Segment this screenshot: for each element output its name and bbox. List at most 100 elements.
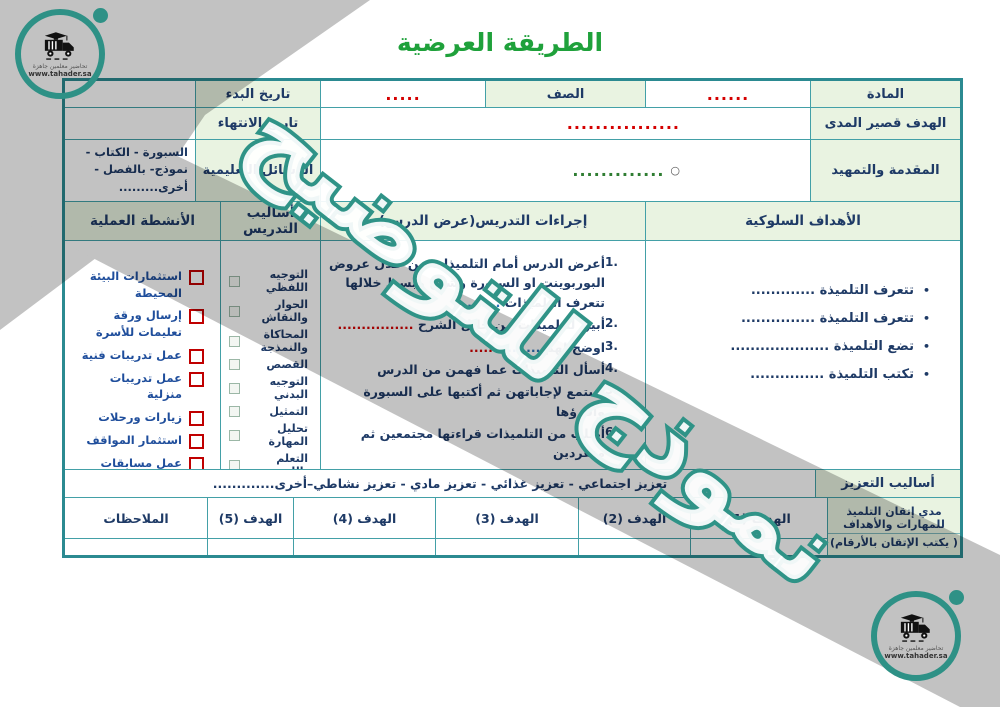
activity-checkbox-icon — [189, 411, 204, 427]
subject-label: المادة — [810, 81, 960, 107]
lesson-plan-table: المادة ...... الصف ..... تاريخ البدء اله… — [62, 78, 963, 558]
method-label: تحليل المهارة — [268, 422, 309, 448]
activity-label: عمل مسابقات — [100, 456, 182, 469]
row-section-headers: الأهداف السلوكية إجراءات التدريس(عرض الد… — [65, 202, 960, 241]
activity-checkbox-icon — [189, 309, 204, 325]
procedure-dots-blue: .......... — [452, 294, 501, 310]
activities-list: استثمارات البيئة المحيطة إرسال ورقة تعلي… — [65, 241, 220, 469]
activity-item: استثمار المواقف — [71, 432, 204, 450]
method-item: تحليل المهارة — [229, 422, 308, 448]
logo-dot-icon — [949, 590, 964, 605]
class-value: ..... — [320, 81, 485, 107]
activity-label: إرسال ورقة تعليمات للأسرة — [95, 308, 182, 340]
method-item: القصص — [229, 358, 308, 371]
goal-1-value — [690, 539, 827, 555]
aids-value: السبورة - الكتاب - نموذج- بالفصل - أخرى.… — [65, 140, 195, 201]
method-checkbox-icon — [229, 429, 240, 441]
activity-checkbox-icon — [189, 434, 204, 450]
method-label: التمثيل — [269, 405, 308, 418]
end-date-value — [65, 108, 195, 139]
activity-label: زيارات ورحلات — [98, 410, 182, 425]
logo-ring: تحاضير معلمين جاهزة www.tahader.sa — [871, 591, 961, 681]
goal-5-value — [207, 539, 293, 555]
mastery-goals-header: الهدف (1) الهدف (2) الهدف (3) الهدف (4) … — [65, 498, 827, 539]
method-checkbox-icon — [229, 275, 240, 287]
activity-item: عمل مسابقات — [71, 455, 204, 469]
brand-logo-bottom-right: تحاضير معلمين جاهزة www.tahader.sa — [868, 588, 964, 684]
mastery-label-line1: مدي إتقان التلميذ — [846, 504, 942, 518]
activity-label: عمل تدريبات فنية — [81, 347, 182, 362]
row-reinforcement: أساليب التعزيز تعزيز اجتماعي - تعزيز غذا… — [65, 470, 960, 498]
goal-2-header: الهدف (2) — [578, 498, 690, 538]
activities-cell: استثمارات البيئة المحيطة إرسال ورقة تعلي… — [65, 241, 220, 469]
method-checkbox-icon — [229, 335, 240, 347]
procedure-item: 1. أعرض الدرس أمام التلميذات من خلال عرو… — [329, 254, 629, 312]
activity-label: استثمار المواقف — [86, 433, 182, 448]
methods-list: التوجيه اللفظي الحوار والنقاش المحاكاة و… — [221, 241, 320, 469]
objectives-cell: تتعرف التلميذة ............. تتعرف التلمي… — [645, 241, 960, 469]
procedure-number: 6. — [605, 425, 618, 439]
activity-item: إرسال ورقة تعليمات للأسرة — [71, 307, 204, 340]
brand-logo-top-left: تحاضير معلمين جاهزة www.tahader.sa — [12, 6, 108, 102]
activity-item: عمل تدريبات فنية — [71, 347, 204, 364]
activity-checkbox-icon — [189, 348, 204, 364]
method-item: التوجيه اللفظي — [229, 268, 308, 294]
procedure-number: 5. — [605, 383, 618, 398]
mastery-values-row — [65, 539, 827, 555]
method-label: الحوار والنقاش — [261, 298, 308, 324]
method-item: التوجيه البدني — [229, 375, 308, 401]
activity-item: زيارات ورحلات — [71, 409, 204, 427]
row-section-content: تتعرف التلميذة ............. تتعرف التلمي… — [65, 241, 960, 470]
method-label: التوجيه اللفظي — [265, 268, 308, 294]
aids-label: الوسائل التعليمية — [195, 140, 320, 201]
row-subject-class-startdate: المادة ...... الصف ..... تاريخ البدء — [65, 81, 960, 108]
method-label: التوجيه البدني — [269, 375, 308, 401]
activity-item: استثمارات البيئة المحيطة — [71, 268, 204, 301]
subject-value: ...... — [645, 81, 810, 107]
goal-1-header: الهدف (1) — [690, 498, 827, 538]
logo-url: www.tahader.sa — [28, 70, 92, 78]
method-label: القصص — [266, 358, 308, 371]
activity-checkbox-icon — [189, 457, 204, 469]
procedures-header: إجراءات التدريس(عرض الدرس) — [320, 202, 645, 240]
goal-5-header: الهدف (5) — [207, 498, 293, 538]
goal-3-header: الهدف (3) — [435, 498, 578, 538]
objectives-list: تتعرف التلميذة ............. تتعرف التلمي… — [646, 241, 960, 395]
truck-graduation-icon — [44, 32, 74, 60]
mastery-label-line2: للمهارات والأهداف — [843, 517, 945, 531]
activities-header: الأنشطة العملية — [65, 202, 220, 240]
method-checkbox-icon — [229, 305, 240, 317]
logo-tagline: تحاضير معلمين جاهزة — [32, 63, 88, 70]
method-label: التعلم باللعب — [273, 452, 308, 469]
procedure-item: 5. أستمع لإجاباتهن ثم أكتبها على السبورة… — [329, 382, 629, 421]
row-mastery: مدي إتقان التلميذ للمهارات والأهداف ( يك… — [65, 498, 960, 555]
procedure-dots-red: ........ — [469, 339, 508, 355]
procedures-cell: 1. أعرض الدرس أمام التلميذات من خلال عرو… — [320, 241, 645, 469]
logo-dot-icon — [93, 8, 108, 23]
procedure-text: أعرض الدرس أمام التلميذات من خلال عروض ا… — [328, 256, 605, 310]
procedure-text: أستمع لإجاباتهن ثم أكتبها على السبورة وأ… — [363, 384, 605, 419]
procedure-number: 2. — [605, 316, 618, 331]
method-item: المحاكاة والنمذجة — [229, 328, 308, 354]
procedure-text: أسأل التلميذات عما فهمن من الدرس — [377, 361, 605, 377]
activity-checkbox-icon — [189, 371, 204, 387]
procedure-item: 2. أبين للتلميذات من خلال الشرح ........… — [329, 315, 629, 334]
short-goal-label: الهدف قصير المدى — [810, 108, 960, 139]
method-checkbox-icon — [229, 359, 240, 370]
procedure-number: 1. — [605, 255, 618, 269]
row-intro-aids: المقدمة والتمهيد ○ ............. الوسائل… — [65, 140, 960, 202]
procedure-item: 4. أسأل التلميذات عما فهمن من الدرس — [329, 360, 629, 379]
objective-item: تضع التلميذة .................... — [652, 339, 930, 354]
notes-value — [65, 539, 207, 555]
notes-header: الملاحظات — [103, 510, 169, 526]
mastery-label-line3: ( يكتب الإتقان بالأرقام) — [828, 532, 960, 549]
logo-url: www.tahader.sa — [884, 652, 948, 660]
mastery-grid: الهدف (1) الهدف (2) الهدف (3) الهدف (4) … — [65, 498, 827, 555]
intro-circle-mark: ○ — [670, 164, 680, 177]
reinforcement-label: أساليب التعزيز — [815, 470, 960, 497]
logo-ring: تحاضير معلمين جاهزة www.tahader.sa — [15, 9, 105, 99]
method-checkbox-icon — [229, 459, 240, 469]
activity-label: استثمارات البيئة المحيطة — [89, 269, 182, 300]
goal-4-value — [293, 539, 435, 555]
